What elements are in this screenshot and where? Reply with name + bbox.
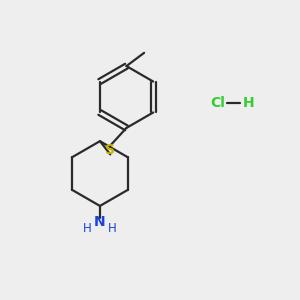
- Text: Cl: Cl: [210, 96, 225, 110]
- Text: H: H: [243, 96, 254, 110]
- Text: H: H: [108, 222, 117, 235]
- Text: N: N: [94, 215, 106, 229]
- Text: S: S: [105, 143, 115, 157]
- Text: H: H: [83, 222, 92, 235]
